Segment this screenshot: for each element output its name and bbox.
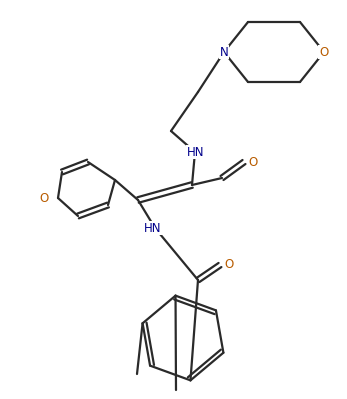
- Text: HN: HN: [144, 221, 162, 235]
- Text: O: O: [40, 192, 49, 205]
- Text: O: O: [319, 45, 329, 59]
- Text: HN: HN: [187, 146, 205, 158]
- Text: O: O: [248, 156, 257, 168]
- Text: N: N: [220, 45, 228, 59]
- Text: O: O: [225, 259, 234, 271]
